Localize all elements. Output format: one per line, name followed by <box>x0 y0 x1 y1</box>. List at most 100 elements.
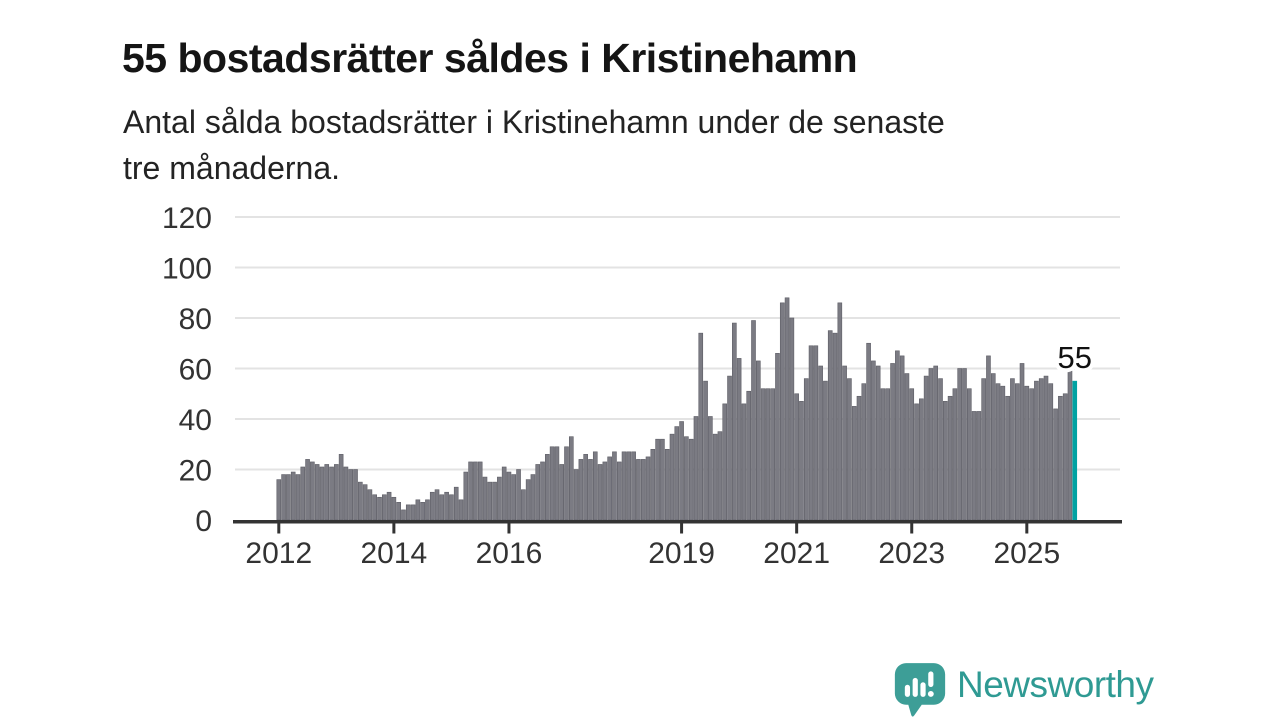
bar <box>425 499 430 521</box>
bar <box>405 504 411 521</box>
bar <box>1034 380 1039 521</box>
bar <box>751 320 756 521</box>
x-tick-label: 2025 <box>993 537 1060 570</box>
bar <box>1014 383 1020 521</box>
bar <box>923 375 929 521</box>
x-tick-label: 2014 <box>361 537 428 570</box>
bar <box>727 375 732 521</box>
bar <box>410 504 416 521</box>
bar <box>578 459 584 521</box>
bar <box>1048 383 1054 521</box>
speech-bubble-bar-chart-icon <box>894 663 946 717</box>
bar <box>957 368 962 521</box>
bar <box>847 378 852 521</box>
bar <box>784 297 790 521</box>
bar <box>799 401 804 521</box>
bar <box>305 459 310 521</box>
bar <box>1010 378 1015 521</box>
bar <box>933 365 939 521</box>
bar <box>564 446 569 521</box>
bar <box>377 496 382 521</box>
bar <box>909 388 915 521</box>
bar <box>990 373 996 521</box>
bar <box>401 509 406 521</box>
bar <box>1005 395 1010 521</box>
bar <box>1029 388 1034 521</box>
y-tick-label: 60 <box>179 354 212 387</box>
bar <box>1053 408 1058 521</box>
bar <box>324 464 330 521</box>
bar <box>535 464 541 521</box>
x-tick-label: 2019 <box>648 537 715 570</box>
bar <box>1067 370 1073 521</box>
bar <box>837 302 843 521</box>
bar <box>928 368 934 521</box>
bar <box>334 464 339 521</box>
bar <box>573 469 579 521</box>
bar <box>568 436 574 521</box>
bar <box>832 332 838 521</box>
bar <box>679 421 684 521</box>
bar <box>276 479 282 521</box>
bar <box>842 365 847 521</box>
bar <box>645 456 651 521</box>
bar <box>501 466 507 521</box>
bar <box>616 461 622 521</box>
bar <box>621 451 627 521</box>
highlighted-bar <box>1072 380 1078 521</box>
bar <box>684 436 689 521</box>
bar <box>962 368 967 521</box>
bar <box>420 502 425 521</box>
bar <box>482 476 488 521</box>
bar <box>741 403 747 521</box>
bar <box>703 380 708 521</box>
bar <box>511 474 517 521</box>
bar <box>650 448 656 521</box>
bar <box>458 499 464 521</box>
bar <box>976 411 982 521</box>
bar <box>329 466 334 521</box>
bar <box>688 438 694 521</box>
bar <box>549 446 555 521</box>
bar <box>880 388 886 521</box>
bar <box>559 464 565 521</box>
bar <box>343 466 349 521</box>
bar <box>607 456 612 521</box>
bar <box>429 491 435 521</box>
bar <box>851 406 857 521</box>
bar <box>655 438 660 521</box>
bar <box>698 332 704 521</box>
logo-text: Newsworthy <box>957 664 1154 705</box>
bar <box>530 474 536 521</box>
bar <box>506 471 512 521</box>
bar <box>708 416 713 521</box>
bar <box>434 489 440 521</box>
bar <box>415 499 421 521</box>
bar <box>612 451 617 521</box>
bar <box>904 373 910 521</box>
newsworthy-logo: Newsworthy <box>894 662 1154 718</box>
bar <box>986 355 991 521</box>
bar <box>545 454 550 521</box>
bar <box>861 383 867 521</box>
bar <box>794 393 799 521</box>
bar <box>602 461 608 521</box>
bar <box>736 358 742 521</box>
bar <box>521 489 526 521</box>
bar <box>856 395 862 521</box>
bar <box>717 431 723 521</box>
bar <box>310 461 315 521</box>
bar <box>290 471 296 521</box>
bar <box>895 350 900 521</box>
bar <box>626 451 632 521</box>
bar <box>1000 385 1006 521</box>
bar <box>468 461 473 521</box>
bar <box>1043 375 1049 521</box>
y-tick-label: 0 <box>195 505 212 538</box>
page-title: 55 bostadsrätter såldes i Kristinehamn <box>122 35 858 82</box>
y-tick-label: 20 <box>179 455 212 488</box>
bar <box>712 433 718 521</box>
bar <box>664 448 670 521</box>
bar <box>890 363 895 521</box>
bar <box>516 469 521 521</box>
